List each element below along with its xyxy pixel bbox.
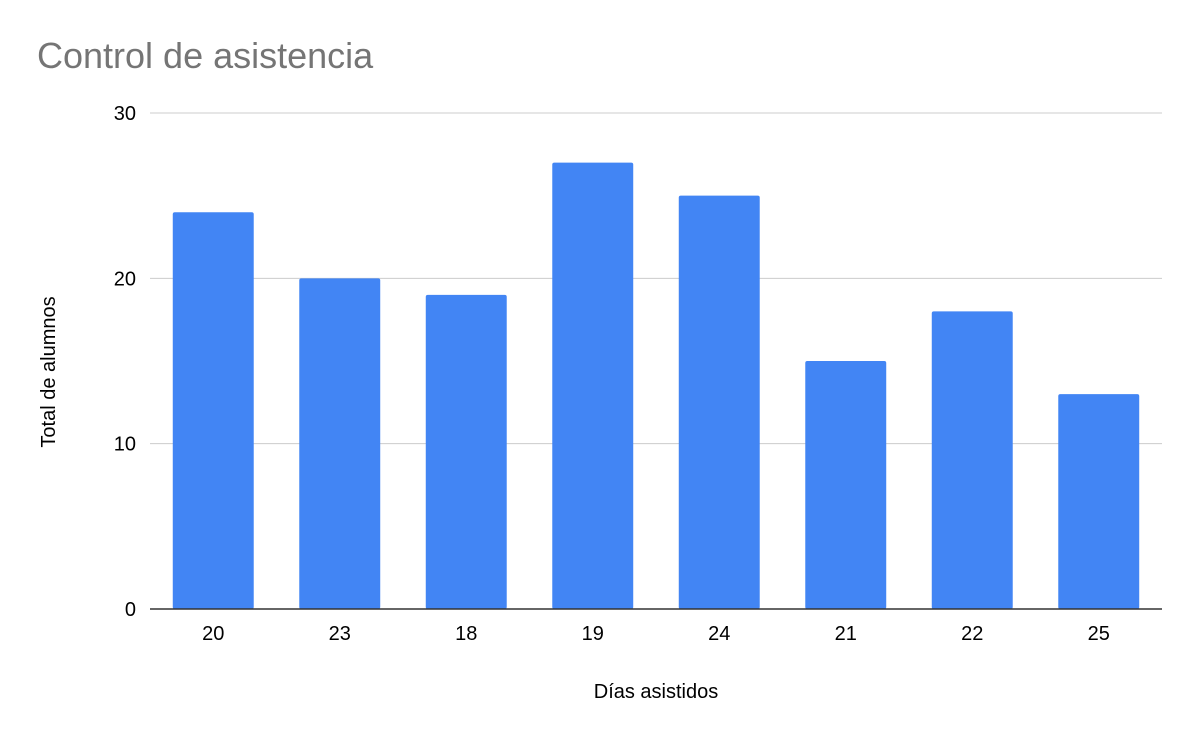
bar: [552, 162, 634, 609]
bar: [425, 294, 507, 609]
bars: [172, 162, 1140, 609]
x-tick-label: 22: [961, 623, 983, 645]
y-tick-label: 30: [114, 103, 136, 125]
chart-title: Control de asistencia: [37, 35, 374, 76]
y-axis-title: Total de alumnos: [38, 296, 60, 447]
x-tick-label: 18: [455, 623, 477, 645]
x-tick-label: 21: [835, 623, 857, 645]
x-tick-labels: 20 23 18 19 24 21 22 25: [202, 623, 1110, 645]
x-tick-label: 24: [708, 623, 730, 645]
bar: [678, 195, 760, 609]
bar: [931, 311, 1013, 609]
y-tick-label: 0: [125, 599, 136, 621]
x-tick-label: 19: [582, 623, 604, 645]
bar: [1058, 394, 1140, 609]
y-tick-labels: 0 10 20 30: [114, 103, 136, 621]
x-tick-label: 20: [202, 623, 224, 645]
y-tick-label: 20: [114, 268, 136, 290]
x-axis-title: Días asistidos: [594, 681, 719, 703]
bar: [299, 278, 381, 609]
x-tick-label: 25: [1088, 623, 1110, 645]
y-tick-label: 10: [114, 434, 136, 456]
bar: [172, 212, 254, 609]
x-tick-label: 23: [329, 623, 351, 645]
bar: [805, 361, 887, 609]
